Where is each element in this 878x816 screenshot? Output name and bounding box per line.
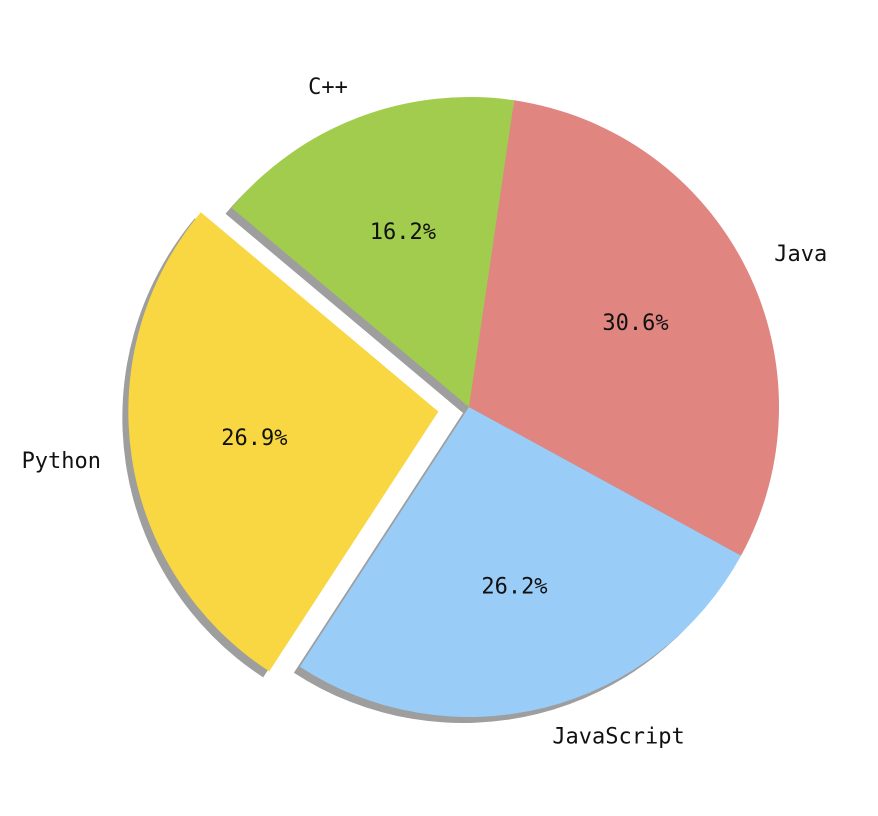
category-label-java: Java [774,242,827,267]
percent-label-javascript: 26.2% [481,574,547,599]
slice-java [469,100,780,556]
percent-label-cplusplus: 16.2% [370,220,436,245]
slice-javascript [299,407,742,717]
category-label-cplusplus: C++ [308,75,348,100]
pie-slices [128,97,780,717]
category-label-python: Python [22,449,101,474]
percent-label-java: 30.6% [602,311,668,336]
category-label-javascript: JavaScript [552,725,684,750]
percent-label-python: 26.9% [221,426,287,451]
pie-labels: Python 26.9% JavaScript 26.2% Java 30.6% C++ 16… [22,75,828,749]
slice-python [128,212,439,672]
slice-cplusplus [231,97,515,407]
